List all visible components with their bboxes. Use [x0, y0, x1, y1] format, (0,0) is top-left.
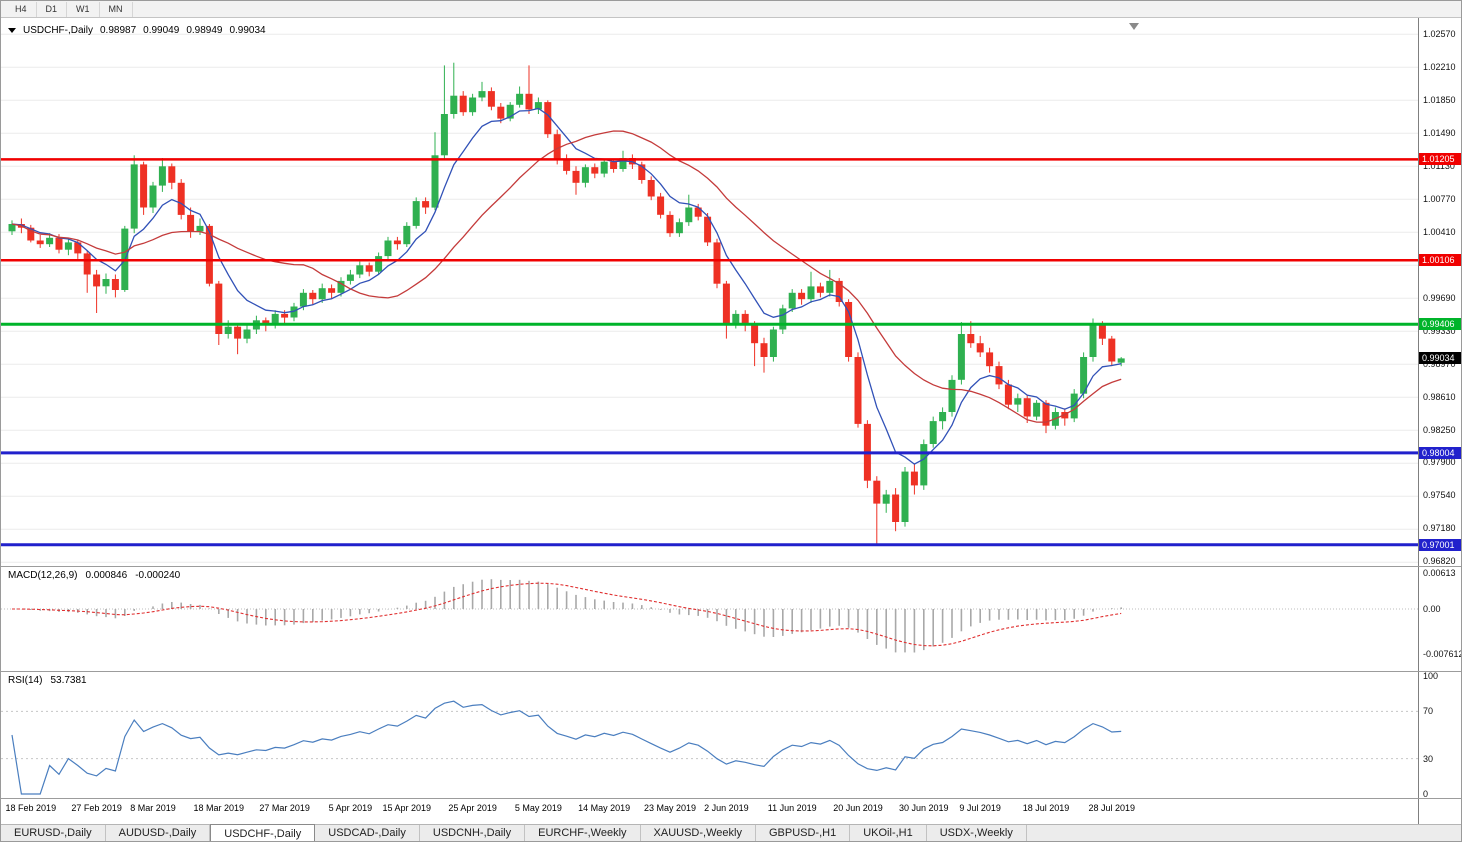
price-scale[interactable]: 1.02570 1.02210 1.01850 1.01490 1.01130 1.007…	[1419, 18, 1462, 824]
tab-eurchf-weekly[interactable]: EURCHF-,Weekly	[525, 825, 641, 841]
date-label: 27 Feb 2019	[71, 803, 122, 813]
rsi-scale-label: 0	[1423, 789, 1429, 799]
level-price-badge: 0.99406	[1419, 318, 1461, 331]
axis-divider	[1418, 18, 1419, 824]
axis-line	[1, 798, 1461, 799]
rsi-canvas[interactable]	[1, 671, 1418, 798]
date-label: 11 Jun 2019	[767, 803, 817, 813]
price-label: 0.99690	[1423, 293, 1456, 304]
macd-label: MACD(12,26,9) 0.000846 -0.000240	[8, 570, 180, 581]
date-label: 27 Mar 2019	[259, 803, 310, 813]
panel-splitter[interactable]	[1, 566, 1461, 567]
price-label: 1.00770	[1423, 194, 1456, 205]
price-label: 1.01490	[1423, 128, 1456, 139]
level-price-badge: 0.98004	[1419, 446, 1461, 459]
macd-indicator-panel[interactable]: MACD(12,26,9) 0.000846 -0.000240	[1, 566, 1418, 671]
tab-usdcad-daily[interactable]: USDCAD-,Daily	[315, 825, 420, 841]
tab-xauusd-weekly[interactable]: XAUUSD-,Weekly	[641, 825, 756, 841]
macd-signal-value: -0.000240	[135, 570, 181, 581]
date-label: 14 May 2019	[578, 803, 631, 813]
date-axis[interactable]: 18 Feb 2019 27 Feb 2019 8 Mar 2019 18 Mar 2…	[1, 799, 1418, 823]
date-label: 30 Jun 2019	[899, 803, 949, 813]
ohlc-open: 0.98987	[100, 25, 137, 36]
macd-name: MACD(12,26,9)	[8, 570, 78, 581]
tab-ukoil-h1[interactable]: UKOil-,H1	[850, 825, 927, 841]
date-label: 9 Jul 2019	[959, 803, 1001, 813]
date-label: 18 Jul 2019	[1022, 803, 1070, 813]
ohlc-high: 0.99049	[143, 25, 180, 36]
date-label: 18 Feb 2019	[5, 803, 57, 813]
ohlc-close: 0.99034	[229, 25, 266, 36]
date-label: 18 Mar 2019	[193, 803, 245, 813]
chart-shift-marker-icon[interactable]	[1129, 23, 1139, 30]
price-label: 0.97540	[1423, 490, 1456, 501]
date-label: 5 Apr 2019	[328, 803, 373, 813]
price-label: 0.97900	[1423, 457, 1456, 468]
price-label: 0.99330	[1423, 326, 1456, 337]
macd-scale-label: 0.00613	[1423, 568, 1456, 578]
price-chart-panel[interactable]: USDCHF-,Daily 0.98987 0.99049 0.98949 0.…	[1, 18, 1418, 566]
date-label: 5 May 2019	[514, 803, 562, 813]
rsi-label: RSI(14) 53.7381	[8, 675, 87, 686]
ohlc-low: 0.98949	[186, 25, 223, 36]
macd-scale-label: -0.007612	[1423, 648, 1462, 659]
rsi-value: 53.7381	[50, 675, 87, 686]
macd-canvas[interactable]	[1, 566, 1418, 671]
price-label: 0.98250	[1423, 425, 1456, 436]
tab-eurusd-daily[interactable]: EURUSD-,Daily	[1, 825, 106, 841]
date-label: 28 Jul 2019	[1088, 803, 1136, 813]
macd-scale-label: 0.00	[1423, 604, 1441, 614]
macd-main-value: 0.000846	[85, 570, 128, 581]
price-label: 1.01850	[1423, 95, 1456, 106]
timeframe-toolbar: H4 D1 W1 MN	[1, 1, 1461, 18]
price-label: 1.02210	[1423, 62, 1456, 73]
level-price-badge: 1.00106	[1419, 254, 1461, 267]
date-label: 25 Apr 2019	[448, 803, 497, 813]
timeframe-button-mn[interactable]: MN	[100, 1, 133, 17]
chart-tabs-bar: EURUSD-,Daily AUDUSD-,Daily USDCHF-,Daily U…	[1, 824, 1461, 841]
panel-splitter[interactable]	[1, 671, 1461, 672]
tab-gbpusd-h1[interactable]: GBPUSD-,H1	[756, 825, 851, 841]
price-chart-canvas[interactable]	[1, 18, 1418, 566]
tab-usdcnh-daily[interactable]: USDCNH-,Daily	[420, 825, 526, 841]
current-price-badge: 0.99034	[1419, 352, 1461, 365]
date-label: 2 Jun 2019	[704, 803, 749, 813]
tab-audusd-daily[interactable]: AUDUSD-,Daily	[106, 825, 211, 841]
chart-symbol-period: USDCHF-,Daily	[23, 25, 93, 36]
level-price-badge: 1.01205	[1419, 153, 1461, 166]
timeframe-button-h4[interactable]: H4	[6, 1, 37, 17]
rsi-indicator-panel[interactable]: RSI(14) 53.7381	[1, 671, 1418, 798]
price-label: 1.02570	[1423, 29, 1456, 40]
tab-usdchf-daily[interactable]: USDCHF-,Daily	[210, 824, 316, 841]
rsi-scale-label: 100	[1423, 671, 1439, 681]
timeframe-button-d1[interactable]: D1	[37, 1, 68, 17]
date-label: 23 May 2019	[643, 803, 697, 813]
chart-header: USDCHF-,Daily 0.98987 0.99049 0.98949 0.…	[8, 25, 266, 36]
price-label: 0.96820	[1423, 556, 1456, 567]
date-label: 20 Jun 2019	[833, 803, 883, 813]
price-label: 1.00410	[1423, 227, 1456, 238]
level-price-badge: 0.97001	[1419, 538, 1461, 551]
date-label: 15 Apr 2019	[382, 803, 432, 813]
price-label: 0.98610	[1423, 392, 1456, 403]
timeframe-button-w1[interactable]: W1	[67, 1, 100, 17]
quick-menu-expander-icon[interactable]	[8, 28, 16, 33]
rsi-scale-label: 70	[1423, 706, 1434, 717]
tab-usdx-weekly[interactable]: USDX-,Weekly	[927, 825, 1027, 841]
price-label: 0.97180	[1423, 523, 1456, 534]
rsi-name: RSI(14)	[8, 675, 43, 686]
rsi-scale-label: 30	[1423, 753, 1434, 764]
date-label: 8 Mar 2019	[130, 803, 176, 813]
price-label: 1.01130	[1423, 161, 1455, 172]
